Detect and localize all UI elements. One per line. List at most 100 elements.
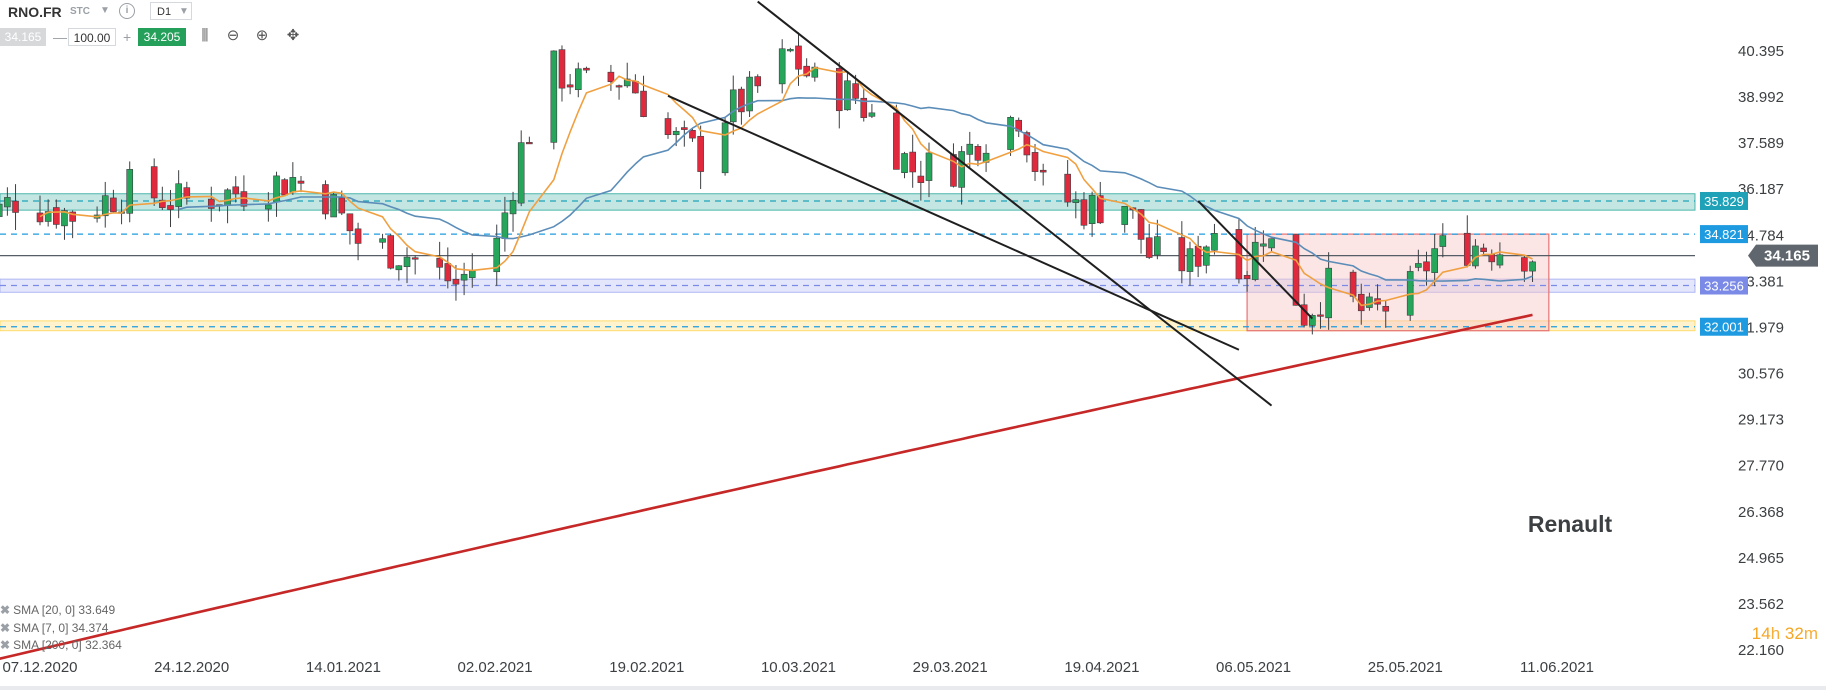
candle-body — [1317, 314, 1324, 317]
candle-body — [436, 257, 443, 268]
candle-body — [1529, 261, 1536, 272]
candle-body — [468, 270, 476, 279]
decrease-quantity-button[interactable]: — — [53, 29, 67, 45]
candle-body — [387, 235, 395, 269]
zoom-out-icon[interactable]: ⊖ — [226, 27, 240, 44]
close-icon[interactable]: ✖ — [0, 638, 11, 652]
candle-body — [844, 80, 851, 111]
current-price-label: 34.165 — [1764, 248, 1810, 265]
current-price-badge — [1748, 244, 1818, 267]
candle-body — [1260, 243, 1267, 247]
info-icon[interactable]: i — [119, 3, 135, 19]
symbol-label[interactable]: RNO.FR — [8, 4, 62, 20]
x-tick-label: 02.02.2021 — [458, 659, 533, 676]
quantity-input[interactable]: 100.00 — [68, 28, 116, 46]
candle-body — [1186, 248, 1194, 272]
candle-body — [1072, 199, 1080, 203]
y-tick-label: 36.187 — [1738, 181, 1784, 198]
candle-body — [501, 212, 509, 239]
candle-body — [1382, 305, 1390, 312]
candle-body — [1211, 233, 1218, 251]
candle-body — [868, 112, 876, 117]
timeframe-select[interactable]: D1 ▼ — [150, 2, 192, 20]
candles-icon[interactable]: ⫼ — [201, 27, 209, 44]
horizontal-scrollbar[interactable] — [0, 686, 1826, 690]
chevron-down-icon[interactable]: ▼ — [100, 5, 110, 16]
candle-body — [1349, 271, 1357, 297]
candle-body — [721, 122, 729, 174]
candle-body — [1023, 132, 1031, 156]
candle-body — [101, 195, 109, 217]
candle-body — [632, 80, 639, 94]
candle-body — [615, 85, 623, 88]
candle-body — [297, 180, 305, 184]
candle-body — [12, 200, 19, 213]
x-tick-label: 29.03.2021 — [913, 659, 988, 676]
candle-body — [852, 83, 859, 99]
sma-200-line — [0, 313, 1533, 660]
candle-body — [746, 76, 753, 112]
candle-body — [159, 199, 166, 208]
price-level-badge — [1700, 317, 1748, 336]
candle-body — [640, 90, 647, 117]
candle-body — [1154, 236, 1161, 256]
candle-body — [574, 68, 582, 91]
candle-body — [4, 197, 11, 208]
candle-body — [835, 68, 843, 112]
candle-body — [452, 278, 460, 285]
y-tick-label: 30.576 — [1738, 366, 1784, 383]
candle-body — [126, 169, 134, 214]
candle-body — [1496, 254, 1504, 266]
y-tick-label: 29.173 — [1738, 412, 1784, 429]
candle-body — [232, 186, 240, 195]
y-tick-label: 40.395 — [1738, 43, 1784, 60]
sma-20-line — [178, 96, 1533, 282]
candle-body — [1325, 267, 1332, 319]
candle-body — [1268, 238, 1275, 249]
candle-body — [1096, 195, 1104, 224]
candle-body — [517, 142, 525, 204]
instrument-type-label: STC — [70, 6, 90, 17]
candle-body — [1488, 254, 1496, 263]
candle-body — [110, 197, 117, 213]
move-icon[interactable]: ✥ — [286, 27, 300, 44]
x-tick-label: 06.05.2021 — [1216, 659, 1291, 676]
y-tick-label: 22.160 — [1738, 642, 1784, 659]
candle-body — [395, 265, 403, 271]
consolidation-box — [1246, 233, 1550, 332]
y-tick-label: 26.368 — [1738, 504, 1784, 521]
candle-body — [672, 130, 680, 136]
legend-sma-20: ✖ SMA [20, 0] 33.649 — [0, 603, 116, 617]
candle-body — [1439, 235, 1447, 247]
legend-sma-7: ✖ SMA [7, 0] 34.374 — [0, 621, 109, 635]
candle-body — [281, 179, 288, 196]
candle-body — [1423, 261, 1430, 272]
candle-body — [175, 183, 182, 207]
candle-body — [69, 211, 76, 222]
candle-body — [526, 142, 533, 145]
zoom-in-icon[interactable]: ⊕ — [255, 27, 269, 44]
candle-body — [330, 194, 337, 218]
close-icon[interactable]: ✖ — [0, 621, 11, 635]
price-level-badge — [1700, 225, 1748, 244]
candle-body — [322, 184, 329, 215]
close-icon[interactable]: ✖ — [0, 603, 11, 617]
candle-body — [224, 189, 231, 206]
candle-body — [583, 67, 590, 71]
candle-body — [917, 175, 925, 183]
y-tick-label: 37.589 — [1738, 135, 1784, 152]
candle-body — [950, 154, 957, 187]
support-resistance-zone — [0, 193, 1696, 211]
sell-price-button[interactable]: 34.165 — [0, 28, 46, 46]
candle-body — [893, 112, 900, 170]
increase-quantity-button[interactable]: + — [123, 29, 132, 45]
y-tick-label: 38.992 — [1738, 89, 1784, 106]
candle-body — [729, 89, 737, 123]
support-resistance-zone — [0, 320, 1696, 332]
candle-body — [1521, 257, 1528, 272]
buy-price-button[interactable]: 34.205 — [138, 28, 186, 46]
candle-body — [1137, 209, 1145, 240]
trendline — [667, 94, 1240, 351]
candle-body — [1039, 169, 1047, 173]
